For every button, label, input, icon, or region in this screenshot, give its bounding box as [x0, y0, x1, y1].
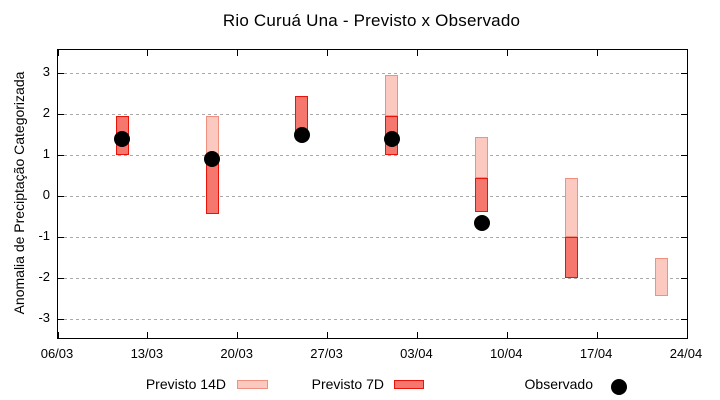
previsto-7d-bar: [564, 237, 578, 278]
x-tick-top: [686, 50, 688, 56]
previsto-7d-bar: [475, 177, 489, 213]
x-tick-label: 24/04: [669, 346, 703, 361]
y-tick-label: 1: [42, 146, 50, 161]
observado-dot: [114, 130, 131, 147]
y-tick-label: -3: [38, 310, 50, 325]
y-tick-right: [681, 236, 687, 238]
plot-area: [57, 49, 688, 339]
legend-label-previsto-7d: Previsto 7D: [311, 376, 384, 392]
legend-label-previsto-14d: Previsto 14D: [145, 376, 226, 392]
x-tick-bottom: [596, 332, 598, 338]
x-tick-top: [147, 50, 149, 56]
x-tick-bottom: [416, 332, 418, 338]
observado-dot: [293, 126, 310, 143]
chart-title: Rio Curuá Una - Previsto x Observado: [222, 11, 521, 30]
x-tick-label: 17/04: [579, 346, 613, 361]
gridline: [58, 195, 687, 197]
y-tick-label: 2: [42, 105, 50, 120]
gridline: [58, 113, 687, 115]
y-tick-left: [58, 154, 64, 156]
y-tick-left: [58, 195, 64, 197]
x-tick-top: [237, 50, 239, 56]
x-tick-label: 03/04: [400, 346, 433, 361]
observado-dot: [383, 130, 400, 147]
x-tick-bottom: [686, 332, 688, 338]
x-tick-bottom: [147, 332, 149, 338]
x-tick-top: [57, 50, 59, 56]
y-tick-label: -1: [38, 228, 50, 243]
gridline: [58, 72, 687, 74]
legend-swatch-previsto-14d: [237, 380, 268, 389]
previsto-14d-bar: [475, 136, 489, 178]
previsto-14d-bar: [564, 177, 578, 237]
y-tick-left: [58, 318, 64, 320]
x-tick-label: 06/03: [40, 346, 74, 361]
previsto-14d-bar: [654, 257, 668, 297]
x-tick-label: 13/03: [130, 346, 164, 361]
y-tick-left: [58, 236, 64, 238]
y-tick-right: [681, 195, 687, 197]
gridline: [58, 154, 687, 156]
x-tick-top: [506, 50, 508, 56]
y-tick-right: [681, 277, 687, 279]
y-tick-label: -2: [38, 269, 50, 284]
x-tick-label: 27/03: [310, 346, 343, 361]
y-tick-right: [681, 113, 687, 115]
observado-dot: [204, 151, 221, 168]
x-tick-top: [327, 50, 329, 56]
y-tick-right: [681, 72, 687, 74]
x-tick-bottom: [506, 332, 508, 338]
observado-dot: [473, 214, 490, 231]
y-tick-label: 3: [42, 64, 50, 79]
gridline: [58, 236, 687, 238]
x-tick-top: [596, 50, 598, 56]
x-tick-bottom: [237, 332, 239, 338]
previsto-14d-bar: [385, 75, 399, 117]
x-tick-label: 20/03: [220, 346, 253, 361]
x-tick-bottom: [57, 332, 59, 338]
x-tick-label: 10/04: [490, 346, 523, 361]
legend-swatch-previsto-7d: [394, 380, 424, 389]
gridline: [58, 318, 687, 320]
y-tick-right: [681, 318, 687, 320]
y-tick-left: [58, 113, 64, 115]
y-tick-left: [58, 72, 64, 74]
y-tick-left: [58, 277, 64, 279]
gridline: [58, 277, 687, 279]
legend-label-observado: Observado: [524, 376, 593, 392]
y-tick-right: [681, 154, 687, 156]
legend-marker-observado-dot: [611, 379, 627, 395]
x-tick-top: [416, 50, 418, 56]
x-tick-bottom: [327, 332, 329, 338]
y-tick-label: 0: [42, 187, 50, 202]
